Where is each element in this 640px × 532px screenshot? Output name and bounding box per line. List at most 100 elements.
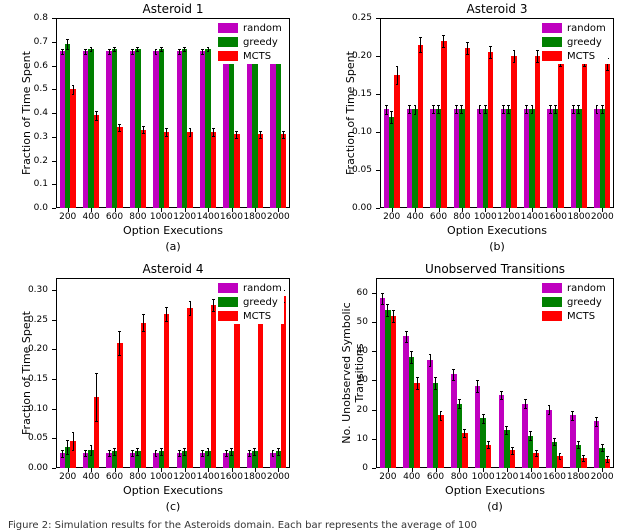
ylabel-d: No. Unobserved Symbolic Transitions bbox=[340, 278, 366, 468]
sublabel-d: (d) bbox=[376, 500, 614, 513]
errorbar-cap bbox=[606, 462, 609, 463]
ytick bbox=[372, 351, 376, 352]
xtick-label: 800 bbox=[451, 472, 468, 482]
panel-d: Unobserved Transitions0102030405060No. U… bbox=[0, 0, 640, 532]
errorbar bbox=[459, 399, 460, 408]
errorbar bbox=[435, 377, 436, 389]
errorbar bbox=[578, 441, 579, 448]
legend-d: random greedy MCTS bbox=[540, 280, 608, 324]
bar-mcts bbox=[438, 415, 443, 468]
errorbar-cap bbox=[440, 420, 443, 421]
ytick bbox=[372, 322, 376, 323]
errorbar-cap bbox=[505, 426, 508, 427]
errorbar-cap bbox=[500, 399, 503, 400]
errorbar-cap bbox=[476, 380, 479, 381]
errorbar-cap bbox=[535, 456, 538, 457]
legend-item: random bbox=[542, 281, 606, 295]
errorbar-cap bbox=[577, 441, 580, 442]
errorbar bbox=[411, 351, 412, 363]
xtick-label: 1800 bbox=[567, 472, 590, 482]
errorbar-cap bbox=[595, 426, 598, 427]
errorbar-cap bbox=[582, 455, 585, 456]
errorbar bbox=[596, 417, 597, 426]
errorbar-cap bbox=[482, 423, 485, 424]
errorbar-cap bbox=[571, 420, 574, 421]
errorbar bbox=[525, 399, 526, 408]
errorbar bbox=[572, 411, 573, 420]
bar-mcts bbox=[414, 383, 419, 468]
errorbar-cap bbox=[505, 434, 508, 435]
errorbar-cap bbox=[429, 354, 432, 355]
errorbar-cap bbox=[524, 408, 527, 409]
errorbar bbox=[488, 441, 489, 448]
errorbar-cap bbox=[553, 438, 556, 439]
xtick-label: 1600 bbox=[543, 472, 566, 482]
errorbar-cap bbox=[511, 447, 514, 448]
errorbar-cap bbox=[595, 417, 598, 418]
ytick bbox=[372, 410, 376, 411]
errorbar bbox=[602, 444, 603, 451]
errorbar-cap bbox=[601, 444, 604, 445]
xtick-label: 1400 bbox=[519, 472, 542, 482]
errorbar bbox=[387, 304, 388, 316]
errorbar-cap bbox=[416, 389, 419, 390]
xtick-label: 600 bbox=[427, 472, 444, 482]
errorbar-cap bbox=[452, 369, 455, 370]
errorbar-cap bbox=[529, 440, 532, 441]
errorbar bbox=[501, 391, 502, 400]
legend-label: random bbox=[567, 283, 606, 294]
errorbar-cap bbox=[386, 304, 389, 305]
errorbar bbox=[483, 414, 484, 423]
errorbar-cap bbox=[392, 322, 395, 323]
ytick bbox=[372, 439, 376, 440]
errorbar-cap bbox=[548, 405, 551, 406]
errorbar-cap bbox=[482, 414, 485, 415]
errorbar bbox=[477, 380, 478, 392]
errorbar-cap bbox=[405, 331, 408, 332]
xtick-label: 400 bbox=[403, 472, 420, 482]
errorbar-cap bbox=[529, 431, 532, 432]
errorbar-cap bbox=[606, 456, 609, 457]
legend-swatch-random bbox=[542, 283, 562, 293]
errorbar bbox=[440, 411, 441, 420]
errorbar-cap bbox=[458, 408, 461, 409]
errorbar-cap bbox=[405, 342, 408, 343]
errorbar-cap bbox=[487, 448, 490, 449]
errorbar bbox=[530, 431, 531, 440]
errorbar bbox=[464, 429, 465, 438]
errorbar-cap bbox=[500, 391, 503, 392]
legend-label: greedy bbox=[567, 297, 602, 308]
errorbar-cap bbox=[440, 411, 443, 412]
errorbar-cap bbox=[577, 448, 580, 449]
errorbar bbox=[549, 405, 550, 414]
errorbar bbox=[554, 438, 555, 445]
errorbar-cap bbox=[553, 445, 556, 446]
errorbar bbox=[393, 310, 394, 322]
errorbar bbox=[406, 331, 407, 343]
errorbar-cap bbox=[429, 366, 432, 367]
errorbar-cap bbox=[381, 304, 384, 305]
errorbar bbox=[382, 293, 383, 305]
xtick-label: 200 bbox=[379, 472, 396, 482]
ytick bbox=[372, 468, 376, 469]
errorbar bbox=[512, 447, 513, 454]
errorbar-cap bbox=[463, 437, 466, 438]
figure-caption: Figure 2: Simulation results for the Ast… bbox=[8, 520, 632, 531]
errorbar-cap bbox=[571, 411, 574, 412]
errorbar-cap bbox=[511, 454, 514, 455]
errorbar bbox=[453, 369, 454, 381]
legend-label: MCTS bbox=[567, 311, 595, 322]
xtick-label: 1200 bbox=[495, 472, 518, 482]
errorbar-cap bbox=[535, 450, 538, 451]
errorbar-cap bbox=[548, 414, 551, 415]
errorbar-cap bbox=[524, 399, 527, 400]
errorbar-cap bbox=[452, 380, 455, 381]
bar-mcts bbox=[391, 316, 396, 468]
errorbar-cap bbox=[559, 459, 562, 460]
errorbar-cap bbox=[476, 392, 479, 393]
legend-swatch-greedy bbox=[542, 297, 562, 307]
errorbar bbox=[506, 426, 507, 435]
errorbar-cap bbox=[392, 310, 395, 311]
errorbar-cap bbox=[582, 461, 585, 462]
legend-swatch-mcts bbox=[542, 311, 562, 321]
